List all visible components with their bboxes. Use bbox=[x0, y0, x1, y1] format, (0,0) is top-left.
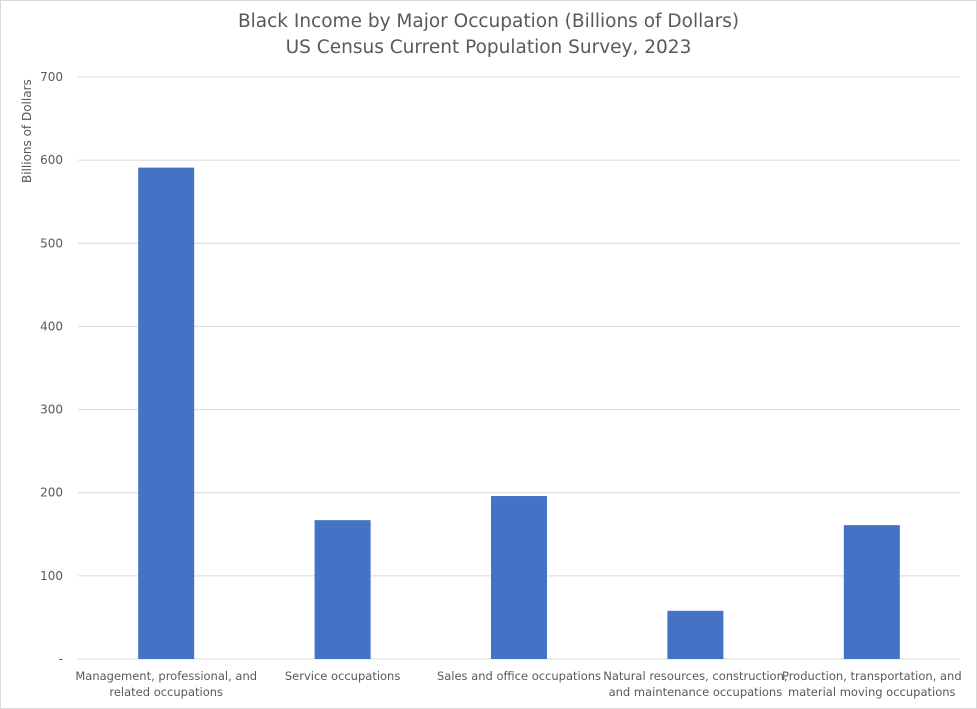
x-tick-label: Service occupations bbox=[285, 669, 401, 683]
x-axis-ticks: Management, professional, and related occ… bbox=[75, 669, 961, 699]
x-tick-label: Management, professional, and related occ… bbox=[75, 669, 257, 699]
bar-1 bbox=[314, 520, 371, 659]
x-tick-label: Production, transportation, and material … bbox=[782, 669, 962, 699]
y-tick-label: 100 bbox=[40, 569, 63, 583]
bar-0 bbox=[138, 167, 195, 659]
y-tick-label: 700 bbox=[40, 70, 63, 84]
y-tick-label: 600 bbox=[40, 153, 63, 167]
x-tick-label: Sales and office occupations bbox=[437, 669, 601, 683]
bar-4 bbox=[843, 525, 900, 659]
bar-2 bbox=[491, 496, 547, 659]
chart-subtitle: US Census Current Population Survey, 202… bbox=[285, 37, 692, 58]
bar-3 bbox=[667, 610, 724, 659]
bars bbox=[138, 167, 900, 659]
x-tick-label: Natural resources, construction, and main… bbox=[603, 669, 787, 699]
gridlines bbox=[78, 76, 960, 660]
y-tick-label: 300 bbox=[40, 403, 63, 417]
y-tick-label: - bbox=[59, 652, 63, 666]
y-tick-label: 400 bbox=[40, 319, 63, 333]
chart-title: Black Income by Major Occupation (Billio… bbox=[237, 11, 740, 32]
y-tick-label: 500 bbox=[40, 236, 63, 250]
y-axis-ticks: - 100 200 300 400 500 600 700 bbox=[40, 70, 63, 666]
y-tick-label: 200 bbox=[40, 486, 63, 500]
